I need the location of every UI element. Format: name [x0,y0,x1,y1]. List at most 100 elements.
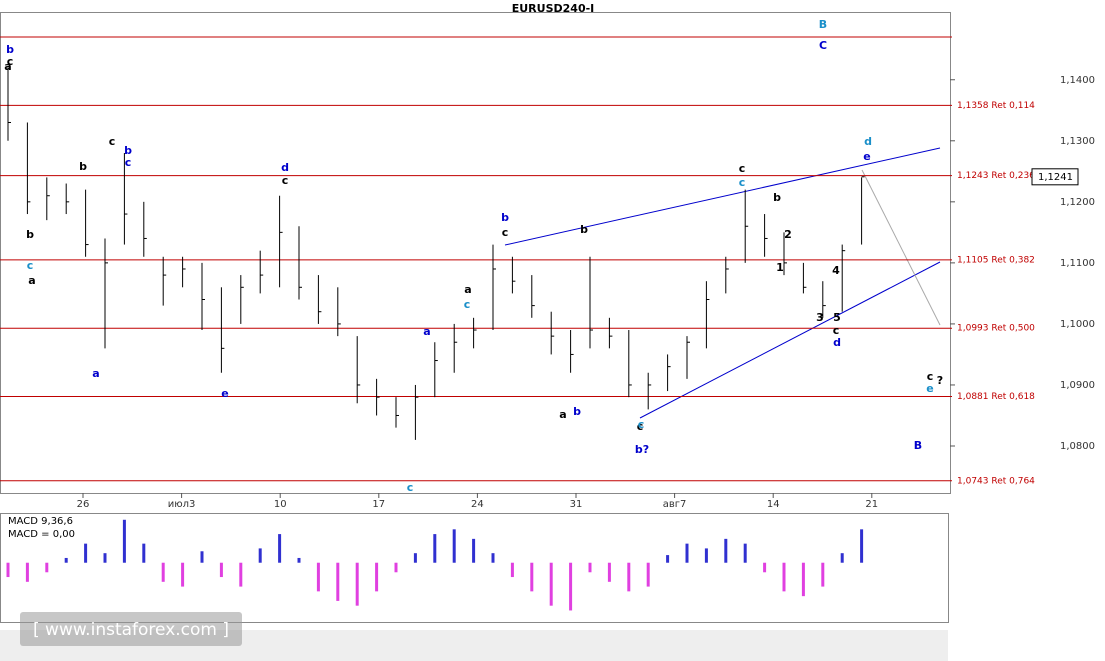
watermark: [ www.instaforex.com ] [33,620,229,640]
y-tick-label: 1,1200 [1060,197,1095,208]
y-tick-label: 1,0900 [1060,380,1095,391]
wave-label: c [638,418,645,431]
macd-bar [316,562,320,592]
macd-bar [239,562,243,587]
wave-label: e [863,150,870,163]
x-tick-label: 31 [570,499,583,510]
wave-label: c [464,298,471,311]
wave-label: a [559,408,566,421]
macd-title: MACD 9,36,6 [8,516,73,527]
wave-label: a [92,367,99,380]
wave-label: c [927,370,934,383]
macd-bar [860,529,864,563]
wave-label: d [833,336,841,349]
wave-label: 5 [833,311,841,324]
x-tick-label: 14 [767,499,780,510]
wave-label: b? [635,443,649,456]
wave-label: c [637,420,644,433]
macd-bar [355,562,359,606]
wave-label: c [109,135,116,148]
macd-bar [704,548,708,563]
macd-bar [161,562,165,582]
macd-bar [84,543,88,563]
y-tick-label: 1,0800 [1060,441,1095,452]
macd-bar [627,562,631,592]
wave-label: a [464,283,471,296]
plot-frame [0,12,951,494]
price-label: 1,1241 [1038,172,1073,183]
macd-bar [510,562,514,578]
macd-value: MACD = 0,00 [8,529,75,540]
wave-label: b [580,223,588,236]
macd-bar [782,562,786,592]
price-box [1031,168,1079,186]
wave-label: c [282,174,289,187]
wave-label: e [926,382,933,395]
trend-line [504,147,941,246]
macd-bar [181,562,185,587]
macd-bar [142,543,146,563]
wave-label: d [864,135,872,148]
fib-label: 1,1358 Ret 0,114 [957,101,1035,111]
wave-label: c [7,55,14,68]
fib-label: 1,0881 Ret 0,618 [957,392,1035,402]
macd-bar [530,562,534,592]
wave-label: b [501,211,509,224]
macd-bar [452,529,456,563]
macd-bar [25,562,29,582]
y-tick-label: 1,1100 [1060,258,1095,269]
wave-label: b [79,160,87,173]
x-tick-label: 21 [865,499,878,510]
macd-bar [103,553,107,563]
wave-label: c [833,324,840,337]
y-tick-label: 1,1400 [1060,75,1095,86]
wave-label: b [773,191,781,204]
macd-bar [588,562,592,573]
macd-bar [64,557,68,563]
macd-bar [569,562,573,611]
macd-bar [821,562,825,587]
wave-label: 4 [832,264,840,277]
macd-bar [607,562,611,582]
macd-bar [6,562,10,578]
wave-label: c [739,176,746,189]
macd-bar [666,555,670,563]
wave-label: a [4,60,11,73]
wave-label: B [819,18,827,31]
wave-label: c [502,226,509,239]
macd-bar [743,543,747,563]
x-tick-label: 24 [471,499,484,510]
macd-bar [278,534,282,563]
macd-bar [375,562,379,592]
macd-bar [433,534,437,563]
macd-bar [122,519,126,563]
chart-title: EURUSD240-I [512,2,595,15]
wave-label: 1 [776,261,784,274]
macd-bar [200,551,204,563]
watermark-box [20,612,242,646]
wave-label: c [407,481,414,494]
macd-bar [297,557,301,563]
macd-bar [394,562,398,573]
wave-label: B [914,439,922,452]
macd-bar [549,562,553,606]
macd-bar [45,562,49,573]
wave-label: 3 [816,311,824,324]
projection-line [861,169,941,326]
macd-bar [258,548,262,563]
macd-bar [219,562,223,578]
wave-label: b [26,228,34,241]
fib-label: 1,1105 Ret 0,382 [957,255,1035,265]
y-tick-label: 1,1300 [1060,136,1095,147]
macd-bar [336,562,340,601]
macd-bar [801,562,805,597]
wave-label: b [124,144,132,157]
wave-label: a [28,274,35,287]
fib-label: 1,1243 Ret 0,236 [957,171,1035,181]
trend-line [639,261,941,419]
macd-bar [491,553,495,563]
wave-label: a [423,325,430,338]
x-tick-label: 10 [274,499,287,510]
